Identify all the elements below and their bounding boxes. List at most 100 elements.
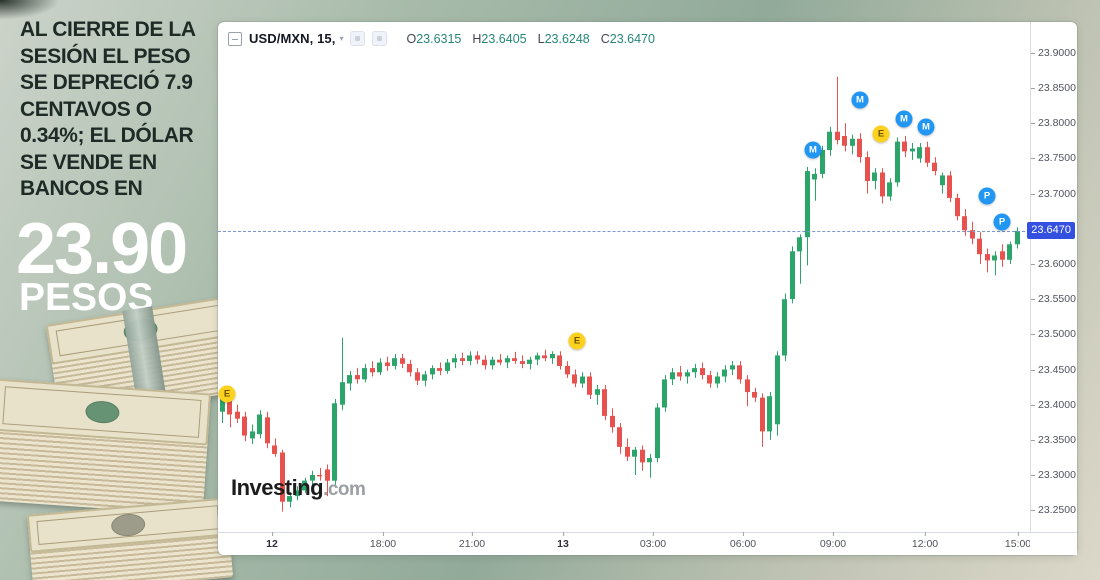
candle-84 [850,134,855,155]
candle-72 [760,393,765,447]
chart-header: USD/MXN, 15, ▾ O23.6315 H23.6405 L23.624… [228,31,655,46]
candle-67 [722,365,727,383]
candle-61 [677,366,682,381]
candle-53 [617,423,622,454]
candle-68 [730,361,735,376]
candle-38 [505,355,510,369]
candle-21 [377,358,382,376]
y-axis-label: 23.9000 [1031,47,1076,59]
candle-28 [430,365,435,380]
candle-42 [535,352,540,366]
dollar-stack [26,497,234,580]
candle-45 [557,351,562,370]
candle-50 [595,385,600,405]
candle-49 [587,372,592,399]
candle-81 [827,126,832,156]
x-axis-label: 12:00 [911,532,939,550]
price-scale[interactable]: 23.6470 23.9000 23.8500 23.8000 23.7500 23.7… [1027,22,1077,532]
candle-75 [782,293,787,362]
candle-76 [790,246,795,304]
candle-23 [392,354,397,370]
candle-37 [497,354,502,366]
candle-35 [482,355,487,370]
candle-48 [580,372,585,388]
candle-4 [250,424,255,445]
y-axis-label: 23.6000 [1031,258,1076,270]
y-axis-label: 23.4000 [1031,399,1076,411]
candle-63 [692,363,697,378]
candle-33 [467,351,472,366]
candle-2 [235,404,240,423]
corner-vignette [0,0,60,20]
y-axis-label: 23.7000 [1031,188,1076,200]
candle-91 [902,136,907,158]
candle-89 [887,178,892,201]
event-marker-E[interactable]: E [218,385,236,403]
candle-65 [707,370,712,388]
headline-line: CENTAVOS O [20,97,152,121]
dollar-bill-face [26,497,230,553]
event-marker-E[interactable]: E [872,125,890,143]
candle-10 [295,486,300,501]
symbol-interval-label[interactable]: USD/MXN, 15, [249,31,336,46]
candle-55 [632,446,637,475]
last-price-label: 23.6470 [1027,222,1075,239]
y-axis-label: 23.2500 [1031,504,1076,516]
candle-78 [805,166,810,266]
event-marker-M[interactable]: M [917,118,935,136]
candle-79 [812,168,817,201]
candle-11 [302,477,307,494]
candle-57 [647,453,652,478]
headline-text: AL CIERRE DE LA SESIÓN EL PESO SE DEPRECIÓ… [20,17,225,203]
candle-71 [752,387,757,402]
candle-86 [865,151,870,194]
candle-58 [655,403,660,463]
candle-56 [640,445,645,471]
event-marker-M[interactable]: M [851,91,869,109]
y-axis-label: 23.8500 [1031,82,1076,94]
event-marker-M[interactable]: M [804,141,822,159]
x-axis-label: 12 [266,532,278,550]
peso-value: 23.90 [16,209,188,289]
y-axis-label: 23.3500 [1031,434,1076,446]
candle-64 [700,362,705,380]
event-marker-E[interactable]: E [568,332,586,350]
candle-102 [985,248,990,273]
x-axis-label: 03:00 [639,532,667,550]
candle-29 [437,362,442,376]
dollar-stack [0,378,211,516]
collapse-icon[interactable] [228,31,242,46]
candle-25 [407,359,412,377]
event-marker-M[interactable]: M [895,110,913,128]
candle-94 [925,141,930,167]
x-axis-label: 15:00 [1004,532,1032,550]
headline-line: BANCOS EN [20,177,143,200]
candle-17 [347,370,352,391]
candle-15 [332,399,337,485]
chevron-down-icon[interactable]: ▾ [339,34,344,43]
candle-97 [947,171,952,203]
candle-80 [820,145,825,179]
candle-101 [977,232,982,264]
candle-39 [512,351,517,364]
time-scale[interactable]: 12 18:00 21:00 13 03:00 06:00 09:00 12:00 15:00 [218,532,1077,555]
chart-style-icon[interactable] [350,31,366,46]
event-marker-P[interactable]: P [993,213,1011,231]
candle-105 [1007,241,1012,264]
candle-100 [970,221,975,245]
candle-93 [917,143,922,163]
candle-32 [460,352,465,366]
candle-98 [955,193,960,221]
candle-47 [572,369,577,388]
headline-line: AL CIERRE DE LA [20,18,196,41]
candle-103 [992,251,997,276]
last-price-line [218,231,1030,232]
candle-52 [610,408,615,433]
chart-settings-icon[interactable] [372,31,388,46]
candle-59 [662,375,667,412]
event-marker-P[interactable]: P [978,187,996,205]
candle-54 [625,438,630,461]
candle-19 [362,363,367,383]
